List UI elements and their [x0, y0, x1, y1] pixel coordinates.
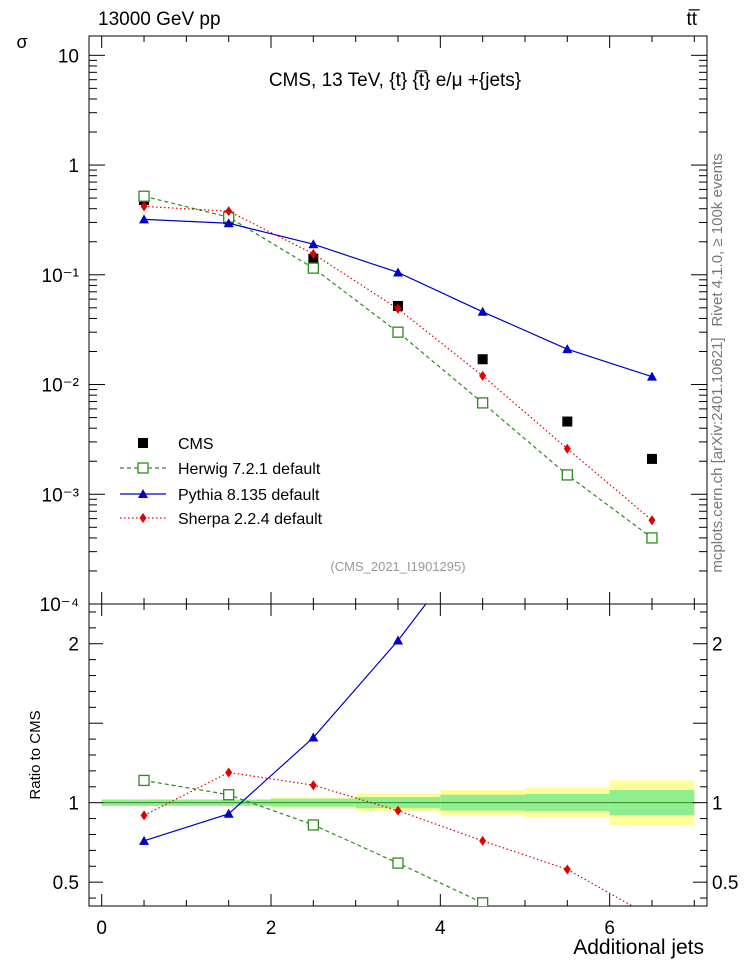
- ratio-point-pythia: [647, 67, 657, 76]
- main-plot-area: [138, 190, 658, 544]
- ratio-point-sherpa: [225, 767, 233, 778]
- main-y-tick-label: 10⁻¹: [42, 266, 80, 287]
- ratio-y-tick-label-right: 2: [712, 635, 723, 656]
- source-label: mcplots.cern.ch [arXiv:2401.10621]: [709, 337, 726, 572]
- data-point-pythia: [223, 218, 234, 228]
- header-left-label: 13000 GeV pp: [98, 9, 221, 30]
- ratio-point-herwig: [307, 819, 319, 831]
- ratio-point-pythia: [478, 524, 488, 533]
- ratio-point-pythia: [139, 835, 150, 845]
- data-point-herwig: [646, 532, 658, 544]
- data-point-pythia: [139, 214, 150, 224]
- data-point-pythia: [308, 239, 319, 249]
- legend: CMS Herwig 7.2.1 default Pythia 8.135 defa…: [120, 436, 323, 528]
- top-ylabel: σ: [16, 32, 27, 52]
- data-point-herwig: [307, 262, 319, 274]
- ratio-point-sherpa: [648, 912, 655, 922]
- ratio-point-herwig: [138, 774, 150, 787]
- rivet-version-label: Rivet 4.1.0, ≥ 100k events: [709, 153, 726, 326]
- xaxis-title: Additional jets: [573, 936, 704, 959]
- ratio-point-herwig: [392, 857, 404, 869]
- data-point-pythia: [393, 267, 403, 277]
- header-right-label: tt̅: [686, 9, 700, 30]
- ratio-y-tick-label: 0.5: [53, 873, 79, 894]
- data-point-pythia: [646, 371, 657, 381]
- data-point-pythia: [477, 306, 488, 316]
- data-point-herwig: [138, 190, 150, 202]
- ratio-y-tick-label: 1: [68, 794, 79, 815]
- legend-label: Herwig 7.2.1 default: [178, 461, 321, 478]
- x-tick-label: 0: [96, 918, 107, 939]
- ratio-point-sherpa: [140, 810, 148, 821]
- ratio-line-pythia: [143, 604, 427, 842]
- x-tick-label: 4: [435, 918, 446, 939]
- data-point-data: [477, 354, 488, 365]
- data-point-herwig: [392, 326, 404, 338]
- ratio-point-sherpa: [394, 805, 402, 816]
- ratio-point-pythia: [393, 635, 403, 645]
- data-point-herwig: [477, 397, 489, 409]
- ratio-ylabel: Ratio to CMS: [27, 710, 44, 799]
- ratio-plot-area: [138, 67, 657, 922]
- series-line-pythia: [143, 218, 653, 378]
- ratio-y-tick-label: 2: [68, 635, 79, 656]
- ratio-series-sherpa: [140, 767, 655, 922]
- ratio-y-tick-label-right: 0.5: [712, 873, 738, 894]
- ratio-point-pythia: [308, 732, 319, 742]
- legend-item-herwig: Herwig 7.2.1 default: [120, 461, 321, 478]
- legend-item-data: CMS: [138, 436, 214, 453]
- main-y-tick-label: 10⁻²: [42, 376, 80, 397]
- main-plot-title: CMS, 13 TeV, {t} {t̅} e/μ +{jets}: [269, 70, 521, 91]
- data-point-pythia: [562, 344, 573, 354]
- data-point-data: [562, 416, 573, 427]
- main-axes: 10 1 10⁻¹ 10⁻² 10⁻³ 10⁻⁴: [40, 36, 707, 616]
- ratio-point-pythia: [562, 225, 572, 234]
- data-point-sherpa: [648, 515, 656, 526]
- ratio-uncertainty-band: [101, 780, 695, 825]
- main-y-tick-label: 10⁻³: [42, 485, 80, 506]
- series-herwig: [138, 190, 658, 544]
- ratio-series-pythia: [139, 67, 657, 845]
- data-point-sherpa: [563, 443, 571, 454]
- main-y-tick-label: 1: [68, 156, 79, 177]
- ratio-axes: 0 2 4 6 2 2 1 1 0.5 0.5: [53, 604, 738, 939]
- data-point-data: [646, 453, 657, 464]
- ratio-y-tick-label-right: 1: [712, 794, 723, 815]
- legend-item-pythia: Pythia 8.135 default: [120, 487, 320, 504]
- main-y-tick-label: 10⁻⁴: [40, 595, 79, 616]
- data-point-sherpa: [479, 370, 487, 381]
- x-tick-label: 2: [266, 918, 277, 939]
- ratio-point-sherpa: [479, 835, 487, 846]
- ratio-point-herwig: [477, 897, 489, 906]
- legend-marker: [138, 438, 148, 448]
- ratio-point-sherpa: [563, 864, 571, 875]
- data-point-sherpa: [225, 206, 233, 217]
- ratio-point-sherpa: [309, 780, 317, 791]
- legend-marker: [139, 513, 147, 523]
- data-point-sherpa: [309, 248, 317, 259]
- legend-marker: [138, 489, 148, 498]
- legend-label: Sherpa 2.2.4 default: [178, 511, 323, 528]
- ratio-point-pythia: [223, 808, 234, 818]
- x-tick-label: 6: [604, 918, 615, 939]
- analysis-watermark: (CMS_2021_I1901295): [330, 559, 465, 574]
- data-point-sherpa: [140, 201, 148, 212]
- main-y-tick-label: 10: [58, 46, 79, 67]
- series-sherpa: [140, 201, 656, 526]
- legend-item-sherpa: Sherpa 2.2.4 default: [120, 511, 323, 528]
- series-pythia: [139, 214, 657, 381]
- data-point-sherpa: [394, 303, 402, 314]
- legend-label: CMS: [178, 436, 214, 453]
- ratio-series-herwig: [138, 774, 489, 906]
- data-point-herwig: [561, 469, 573, 481]
- ratio-point-herwig: [223, 789, 235, 801]
- legend-marker: [137, 462, 149, 474]
- legend-label: Pythia 8.135 default: [178, 487, 320, 504]
